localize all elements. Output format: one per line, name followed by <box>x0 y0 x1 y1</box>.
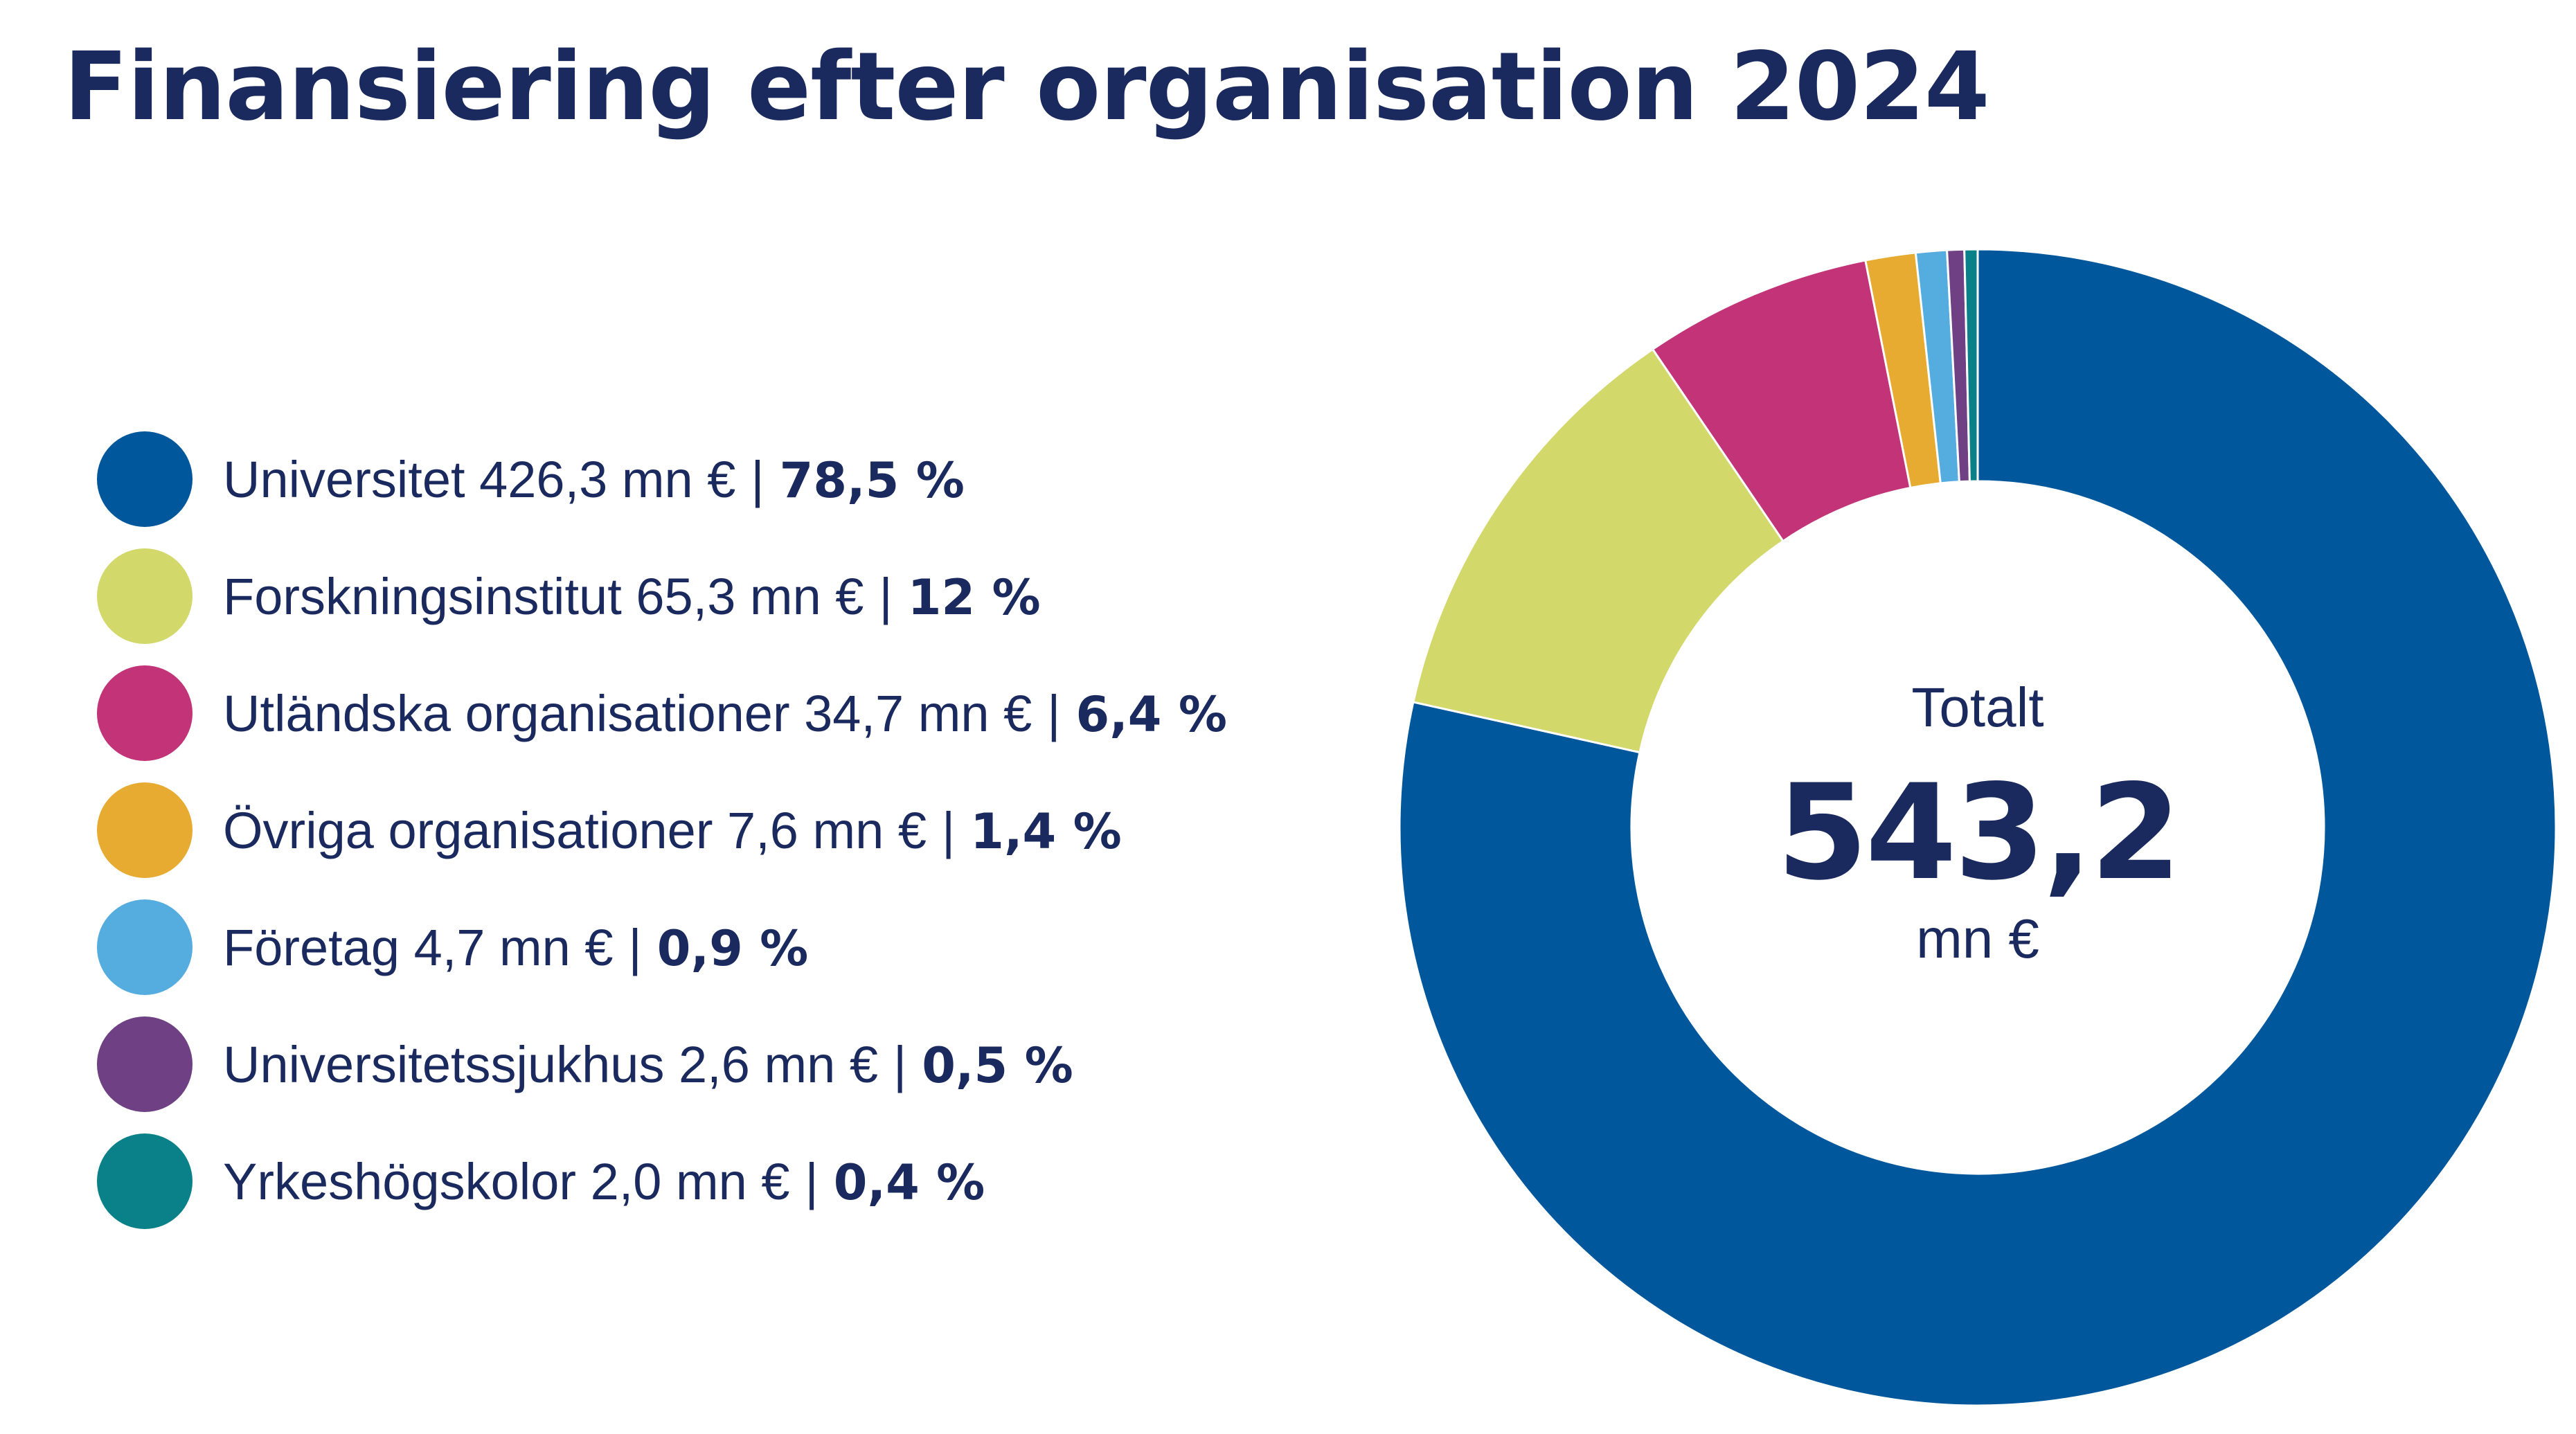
legend-category: Forskningsinstitut <box>223 567 622 625</box>
legend-value: 65,3 mn € <box>636 567 864 625</box>
chart-legend: Universitet 426,3 mn € | 78,5 % Forskningsi… <box>97 431 1227 1250</box>
legend-percent: 6,4 % <box>1075 685 1228 743</box>
legend-label: Övriga organisationer 7,6 mn € | 1,4 % <box>223 801 1122 860</box>
legend-value: 4,7 mn € <box>413 918 614 976</box>
donut-slice <box>1963 248 1979 483</box>
legend-percent: 78,5 % <box>779 451 965 509</box>
legend-entry: Övriga organisationer 7,6 mn € | 1,4 % <box>97 782 1227 879</box>
center-total-value: 543,2 <box>1776 756 2182 909</box>
legend-entry: Yrkeshögskolor 2,0 mn € | 0,4 % <box>97 1133 1227 1230</box>
legend-label: Företag 4,7 mn € | 0,9 % <box>223 918 808 977</box>
legend-label: Universitet 426,3 mn € | 78,5 % <box>223 450 965 509</box>
legend-value: 2,6 mn € <box>679 1035 878 1093</box>
legend-percent: 0,9 % <box>656 920 809 977</box>
legend-value: 7,6 mn € <box>727 801 927 859</box>
legend-swatch <box>97 1133 193 1229</box>
legend-entry: Utländska organisationer 34,7 mn € | 6,4 % <box>97 665 1227 762</box>
legend-category: Utländska organisationer <box>223 684 790 742</box>
legend-category: Universitet <box>223 450 465 508</box>
legend-entry: Universitet 426,3 mn € | 78,5 % <box>97 431 1227 528</box>
legend-swatch <box>97 899 193 995</box>
legend-entry: Universitetssjukhus 2,6 mn € | 0,5 % <box>97 1016 1227 1113</box>
legend-swatch <box>97 782 193 878</box>
legend-label: Universitetssjukhus 2,6 mn € | 0,5 % <box>223 1035 1073 1094</box>
legend-label: Yrkeshögskolor 2,0 mn € | 0,4 % <box>223 1152 985 1211</box>
center-total-label: Totalt <box>1911 676 2044 738</box>
legend-category: Universitetssjukhus <box>223 1035 665 1093</box>
legend-percent: 0,4 % <box>833 1154 985 1211</box>
legend-value: 426,3 mn € <box>479 450 736 508</box>
legend-value: 34,7 mn € <box>804 684 1032 742</box>
legend-percent: 0,5 % <box>922 1037 1073 1094</box>
chart-title: Finansiering efter organisation 2024 <box>64 33 1990 142</box>
legend-category: Övriga organisationer <box>223 801 713 859</box>
legend-separator: | <box>805 1152 819 1210</box>
legend-entry: Forskningsinstitut 65,3 mn € | 12 % <box>97 548 1227 645</box>
center-total-unit: mn € <box>1916 908 2039 969</box>
legend-category: Företag <box>223 918 400 976</box>
legend-label: Forskningsinstitut 65,3 mn € | 12 % <box>223 567 1041 626</box>
legend-value: 2,0 mn € <box>590 1152 790 1210</box>
legend-separator: | <box>893 1035 907 1093</box>
donut-slice <box>1398 248 2557 1407</box>
legend-separator: | <box>1047 684 1061 742</box>
legend-entry: Företag 4,7 mn € | 0,9 % <box>97 899 1227 996</box>
legend-separator: | <box>628 918 642 976</box>
legend-percent: 12 % <box>907 568 1041 626</box>
legend-swatch <box>97 548 193 644</box>
legend-label: Utländska organisationer 34,7 mn € | 6,4 % <box>223 684 1227 743</box>
legend-swatch <box>97 431 193 527</box>
legend-swatch <box>97 1016 193 1112</box>
legend-separator: | <box>879 567 893 625</box>
legend-percent: 1,4 % <box>970 803 1122 860</box>
legend-category: Yrkeshögskolor <box>223 1152 577 1210</box>
legend-separator: | <box>942 801 956 859</box>
legend-separator: | <box>751 450 764 508</box>
legend-swatch <box>97 665 193 761</box>
donut-slice <box>1412 348 1785 754</box>
